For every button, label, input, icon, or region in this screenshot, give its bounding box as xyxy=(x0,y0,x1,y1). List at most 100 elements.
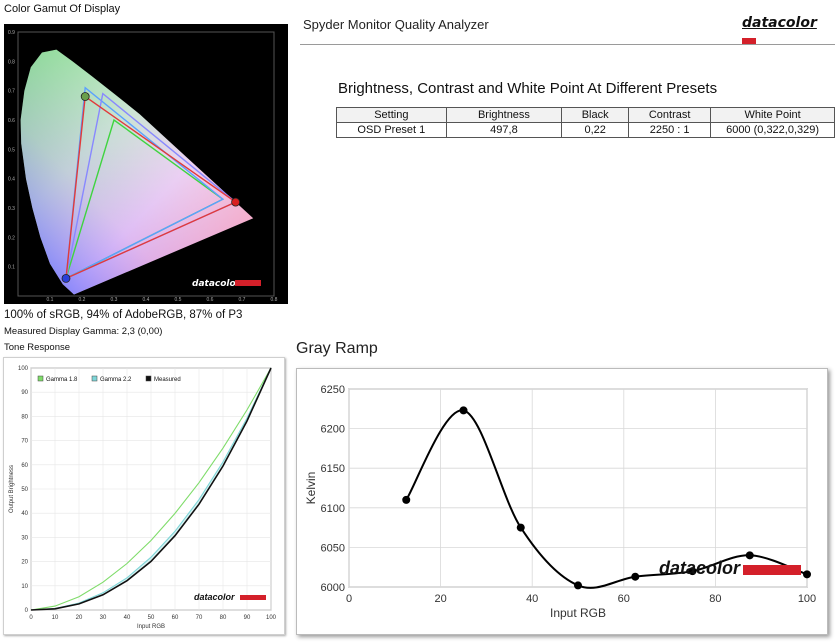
gamut-primary-point xyxy=(231,197,241,207)
tone-x-tick: 30 xyxy=(100,615,107,621)
ramp-x-tick: 0 xyxy=(346,593,352,605)
gamut-svg: 0.1 0.2 0.3 0.4 0.5 0.6 0.7 0.8 0.9 0.8 0.7 0.6 0.5 0… xyxy=(8,30,278,303)
gray-ramp-chart: 0 20 40 60 80 100 6000 6050 6100 6150 6200 6250 data… xyxy=(296,368,828,635)
tone-logo-bar xyxy=(240,595,266,600)
gamma-readout: Measured Display Gamma: 2,3 (0,00) xyxy=(4,326,163,337)
tone-x-tick: 70 xyxy=(196,615,203,621)
tone-y-tick: 0 xyxy=(25,608,29,614)
color-gamut-chart: 0.1 0.2 0.3 0.4 0.5 0.6 0.7 0.8 0.9 0.8 0.7 0.6 0.5 0… xyxy=(4,24,288,304)
ramp-x-tick: 80 xyxy=(709,593,721,605)
tone-x-tick: 0 xyxy=(29,615,33,621)
legend-item: Gamma 2.2 xyxy=(100,377,132,383)
gamut-label: Color Gamut Of Display xyxy=(4,3,121,15)
gamut-y-tick: 0.9 xyxy=(8,30,15,36)
legend-swatch xyxy=(37,375,44,382)
tone-y-tick: 90 xyxy=(21,390,28,396)
tone-x-tick: 40 xyxy=(124,615,131,621)
gamut-x-tick: 0.6 xyxy=(207,297,214,303)
ramp-point xyxy=(745,551,754,560)
gamut-x-tick: 0.3 xyxy=(111,297,118,303)
col-white-point: White Point xyxy=(710,107,835,123)
tone-x-tick: 60 xyxy=(172,615,179,621)
ramp-point xyxy=(402,495,411,504)
cell-black: 0,22 xyxy=(561,122,630,138)
tone-y-tick: 60 xyxy=(21,463,28,469)
gamut-logo-bar xyxy=(235,280,261,286)
col-brightness: Brightness xyxy=(445,107,563,123)
gamut-y-tick: 0.2 xyxy=(8,235,15,241)
tone-x-tick: 80 xyxy=(220,615,227,621)
ramp-x-tick: 20 xyxy=(434,593,446,605)
gray-ramp-title: Gray Ramp xyxy=(296,340,378,357)
tone-legend: Gamma 1.8 Gamma 2.2 Measured xyxy=(37,375,181,383)
header-logo: datacolor xyxy=(742,14,835,50)
legend-item: Gamma 1.8 xyxy=(46,377,78,383)
ramp-point xyxy=(631,572,640,581)
tone-y-tick: 50 xyxy=(21,487,28,493)
tone-y-tick: 100 xyxy=(18,366,29,372)
gamut-x-tick: 0.1 xyxy=(47,297,54,303)
tone-y-tick: 70 xyxy=(21,439,28,445)
ramp-datacolor-logo: datacolor xyxy=(659,558,741,578)
header-logo-text: datacolor xyxy=(742,15,817,31)
gamut-y-tick: 0.5 xyxy=(8,147,15,153)
tone-x-tick: 90 xyxy=(244,615,251,621)
ramp-x-tick: 40 xyxy=(526,593,538,605)
gamut-plot-frame xyxy=(17,31,275,297)
gamut-y-tick: 0.1 xyxy=(8,265,15,271)
presets-title: Brightness, Contrast and White Point At … xyxy=(338,80,718,97)
col-setting: Setting xyxy=(336,107,447,123)
presets-table: Setting Brightness Black Contrast White … xyxy=(336,107,835,138)
gamut-summary: 100% of sRGB, 94% of AdobeRGB, 87% of P3 xyxy=(4,309,243,321)
gamut-x-tick: 0.2 xyxy=(79,297,86,303)
ramp-plot-area xyxy=(348,388,808,588)
gamut-datacolor-logo: datacolor xyxy=(192,279,241,289)
gamut-y-tick: 0.4 xyxy=(8,177,15,183)
tone-y-tick: 80 xyxy=(21,414,28,420)
gamut-primary-point xyxy=(80,92,90,101)
tone-y-tick: 30 xyxy=(21,535,28,541)
app-title: Spyder Monitor Quality Analyzer xyxy=(303,17,489,32)
header-logo-bar xyxy=(742,37,756,44)
gamut-x-tick: 0.7 xyxy=(239,297,246,303)
cell-setting: OSD Preset 1 xyxy=(336,122,447,138)
tone-x-tick: 100 xyxy=(266,615,277,621)
gamut-primary-point xyxy=(61,273,71,283)
tone-y-tick: 20 xyxy=(21,560,28,566)
tone-y-tick: 40 xyxy=(21,511,28,517)
table-row: OSD Preset 1 497,8 0,22 2250 : 1 6000 (0… xyxy=(336,122,835,138)
ramp-y-tick: 6100 xyxy=(321,503,345,515)
ramp-point xyxy=(803,570,811,579)
ramp-svg: 0 20 40 60 80 100 6000 6050 6100 6150 6200 6250 data… xyxy=(304,384,816,620)
tone-xlabel: Input RGB xyxy=(137,624,165,630)
gamut-y-tick: 0.8 xyxy=(8,59,15,65)
tone-ylabel: Output Brightness xyxy=(9,465,15,513)
gamut-y-tick: 0.7 xyxy=(8,89,15,95)
gamut-y-tick: 0.3 xyxy=(8,206,15,212)
ramp-xlabel: Input RGB xyxy=(550,606,606,620)
ramp-point xyxy=(459,406,468,415)
ramp-y-tick: 6250 xyxy=(321,384,345,396)
ramp-x-tick: 60 xyxy=(618,593,630,605)
ramp-y-tick: 6000 xyxy=(321,582,345,594)
tone-svg: 00 10 10 20 20 30 30 40 40 50 50 60 60 70 70 80 80 90 90 10… xyxy=(9,366,277,630)
tone-series-measured xyxy=(30,367,272,611)
cell-contrast: 2250 : 1 xyxy=(628,122,712,138)
tone-series-gamma-1-8 xyxy=(30,367,272,611)
gamut-x-tick: 0.8 xyxy=(271,297,278,303)
legend-swatch xyxy=(91,375,98,382)
ramp-y-tick: 6200 xyxy=(321,424,345,436)
tone-datacolor-logo: datacolor xyxy=(194,592,235,602)
tone-y-tick: 10 xyxy=(21,584,28,590)
ramp-y-tick: 6150 xyxy=(321,463,345,475)
ramp-point xyxy=(574,581,582,590)
cell-white-point: 6000 (0,322,0,329) xyxy=(710,122,835,138)
presets-header-row: Setting Brightness Black Contrast White … xyxy=(336,107,835,123)
tone-x-tick: 10 xyxy=(52,615,59,621)
legend-item: Measured xyxy=(154,377,181,383)
col-black: Black xyxy=(561,107,630,123)
ramp-ylabel: Kelvin xyxy=(304,472,318,505)
gamut-triangle-display xyxy=(65,95,238,280)
ramp-point xyxy=(688,567,697,576)
ramp-x-tick: 100 xyxy=(798,593,816,605)
